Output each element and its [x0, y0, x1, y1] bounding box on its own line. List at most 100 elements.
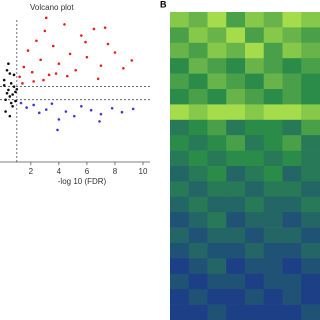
- point: [14, 90, 17, 94]
- point: [18, 75, 21, 79]
- heatmap-cell: [245, 243, 265, 259]
- heatmap-cell: [170, 258, 190, 275]
- point: [99, 64, 103, 67]
- point: [85, 55, 89, 59]
- point: [47, 73, 51, 77]
- point: [57, 62, 61, 66]
- point: [44, 108, 48, 111]
- heatmap-cell: [301, 135, 320, 151]
- point: [8, 95, 12, 98]
- heatmap-cell: [301, 89, 320, 105]
- heatmap-cell: [207, 89, 227, 105]
- point: [64, 110, 68, 113]
- heatmap-cell: [226, 73, 246, 90]
- point: [14, 99, 17, 103]
- heatmap-cell: [245, 150, 265, 167]
- heatmap-cell: [188, 166, 208, 182]
- heatmap-cell: [170, 181, 190, 198]
- point: [30, 70, 34, 74]
- heatmap-cell: [263, 150, 283, 167]
- heatmap-cell: [263, 304, 283, 320]
- point: [12, 73, 16, 77]
- heatmap-cell: [263, 135, 283, 151]
- point: [22, 65, 26, 69]
- heatmap-cell: [301, 212, 320, 228]
- point: [63, 23, 66, 26]
- heatmap-cell: [263, 12, 283, 28]
- heatmap-cell: [207, 104, 227, 121]
- heatmap-cell: [245, 289, 265, 305]
- heatmap-cell: [207, 58, 227, 74]
- heatmap-cell: [301, 104, 320, 121]
- heatmap-cell: [301, 243, 320, 259]
- x-tick-label: 10: [139, 167, 148, 176]
- point: [51, 44, 55, 48]
- point: [131, 107, 135, 111]
- point: [80, 34, 83, 37]
- point: [32, 103, 35, 107]
- heatmap-cell: [226, 243, 246, 259]
- heatmap-cell: [207, 42, 227, 59]
- heatmap-cell: [301, 150, 320, 167]
- heatmap-cell: [263, 119, 283, 136]
- point: [19, 101, 23, 105]
- heatmap-cell: [226, 196, 246, 213]
- heatmap-cell: [207, 181, 227, 198]
- point: [56, 128, 59, 132]
- point: [98, 120, 101, 123]
- heatmap-cell: [207, 243, 227, 259]
- heatmap-cell: [170, 212, 190, 228]
- point: [113, 51, 117, 54]
- heatmap-cell: [301, 27, 320, 44]
- heatmap-cell: [245, 73, 265, 90]
- heatmap-cell: [170, 42, 190, 59]
- point: [26, 49, 30, 52]
- point: [32, 80, 35, 83]
- point: [21, 82, 24, 85]
- point: [5, 68, 9, 72]
- point: [92, 27, 96, 31]
- heatmap-cell: [188, 243, 208, 259]
- point: [11, 93, 14, 96]
- point: [11, 104, 14, 108]
- heatmap-cell: [207, 304, 227, 320]
- point: [4, 110, 7, 113]
- heatmap-cell: [226, 27, 246, 44]
- heatmap-cell: [170, 12, 190, 28]
- heatmap-cell: [245, 258, 265, 275]
- heatmap-cell: [226, 258, 246, 275]
- heatmap-cell: [301, 258, 320, 275]
- heatmap-cell: [188, 258, 208, 275]
- heatmap-cell: [226, 212, 246, 228]
- heatmap-cell: [207, 135, 227, 151]
- heatmap-cell: [188, 212, 208, 228]
- heatmap-cell: [245, 135, 265, 151]
- heatmap-cell: [282, 58, 302, 74]
- heatmap-cell: [282, 273, 302, 290]
- heatmap-cell: [245, 166, 265, 182]
- point: [74, 68, 78, 72]
- x-tick-label: 8: [113, 167, 118, 176]
- heatmap-cell: [245, 27, 265, 44]
- heatmap-cell: [263, 289, 283, 305]
- heatmap-cell: [301, 119, 320, 136]
- heatmap-cell: [263, 243, 283, 259]
- point: [120, 110, 124, 114]
- heatmap-cell: [170, 150, 190, 167]
- heatmap-cell: [245, 104, 265, 121]
- heatmap-cell: [170, 196, 190, 213]
- heatmap-cell: [226, 181, 246, 198]
- point: [50, 102, 54, 105]
- heatmap-cell: [263, 89, 283, 105]
- point: [106, 42, 110, 46]
- heatmap-cell: [282, 258, 302, 275]
- heatmap-cell: [301, 289, 320, 305]
- point: [5, 91, 9, 95]
- heatmap-cell: [245, 42, 265, 59]
- heatmap-cell: [245, 181, 265, 198]
- heatmap-cell: [282, 135, 302, 151]
- point: [103, 26, 107, 29]
- heatmap-cell: [207, 227, 227, 244]
- heatmap-cell: [282, 227, 302, 244]
- heatmap-cell: [188, 150, 208, 167]
